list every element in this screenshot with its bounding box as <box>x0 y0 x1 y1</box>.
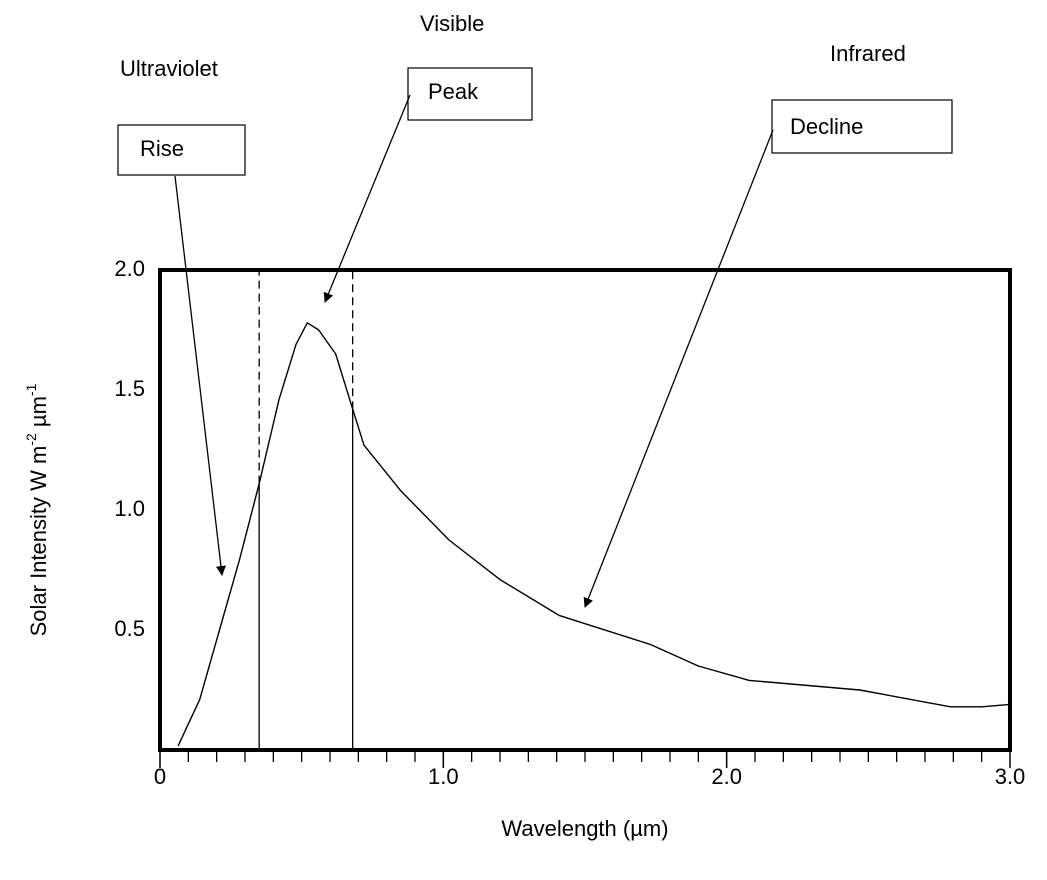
plot-frame <box>158 268 1012 752</box>
y-tick-label: 2.0 <box>114 256 145 281</box>
y-tick-label: 1.0 <box>114 496 145 521</box>
y-tick-label: 1.5 <box>114 376 145 401</box>
x-tick-label: 2.0 <box>711 764 742 789</box>
x-tick-label: 3.0 <box>995 764 1026 789</box>
annotation: Rise <box>140 136 184 161</box>
arrow <box>323 94 411 303</box>
y-axis-label-part: -2 <box>23 433 39 446</box>
y-tick-label: 0.5 <box>114 616 145 641</box>
region-label: Infrared <box>830 41 906 66</box>
y-axis-label: Solar Intensity W m-2 µm-1 <box>23 383 51 636</box>
x-tick-label: 0 <box>154 764 166 789</box>
x-axis-label: Wavelength (µm) <box>501 816 668 841</box>
x-tick-label: 1.0 <box>428 764 459 789</box>
region-label: Visible <box>420 11 484 36</box>
annotation-box <box>117 124 246 176</box>
spectrum-line <box>177 322 1011 747</box>
annotation: Decline <box>790 114 863 139</box>
y-axis-label-part: µm <box>26 396 51 433</box>
annotation-box <box>407 67 533 121</box>
annotation: Peak <box>428 79 479 104</box>
annotation-box <box>771 99 953 154</box>
y-axis-label-part: -1 <box>23 383 39 396</box>
arrow <box>583 129 774 608</box>
arrow <box>174 175 226 576</box>
region-label: Ultraviolet <box>120 56 218 81</box>
y-axis-label-part: Solar Intensity W m <box>26 446 51 637</box>
